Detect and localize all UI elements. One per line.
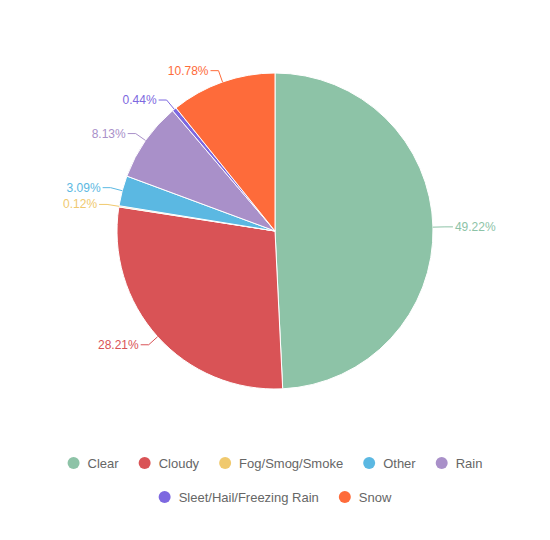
legend-marker [339,491,351,503]
data-label: 28.21% [98,338,139,352]
legend: Clear Cloudy Fog/Smog/Smoke Other Rain Sleet/… [68,456,483,505]
legend-marker [159,491,171,503]
pie-slice [176,73,275,231]
legend-label: Fog/Smog/Smoke [239,456,343,471]
data-label: 3.09% [67,181,101,195]
legend-item: Rain [436,456,483,471]
slices [117,73,433,389]
legend-item: Other [363,456,416,471]
leader-line [433,226,453,227]
leader-line [128,134,146,141]
legend-marker [363,457,375,469]
legend-marker [219,457,231,469]
legend-marker [68,457,80,469]
data-label: 49.22% [455,220,496,234]
chart-container: 49.22% 28.21% 0.12% 3.09% 8.13% 0.44% 10.78% Cl… [0,0,550,540]
legend-item: Sleet/Hail/Freezing Rain [159,490,319,505]
chart: 49.22% 28.21% 0.12% 3.09% 8.13% 0.44% 10.78% Cl… [0,0,550,540]
data-label: 8.13% [92,127,126,141]
leader-line [211,71,223,82]
leader-line [159,100,175,109]
legend-item: Cloudy [139,456,200,471]
data-label: 0.44% [123,93,157,107]
leader-line [99,204,119,206]
legend-marker [139,457,151,469]
legend-marker [436,457,448,469]
legend-label: Clear [88,456,120,471]
data-labels: 49.22% 28.21% 0.12% 3.09% 8.13% 0.44% 10.78% [63,64,496,352]
legend-item: Snow [339,490,392,505]
pie-slice [275,73,433,389]
legend-label: Other [383,456,416,471]
legend-label: Rain [456,456,483,471]
leader-line [141,337,158,345]
pie-slice [117,207,283,389]
legend-label: Cloudy [159,456,200,471]
legend-item: Clear [68,456,120,471]
leader-line [103,188,123,191]
data-label: 0.12% [63,197,97,211]
legend-label: Snow [359,490,392,505]
data-label: 10.78% [168,64,209,78]
legend-label: Sleet/Hail/Freezing Rain [179,490,319,505]
background [0,0,550,540]
legend-item: Fog/Smog/Smoke [219,456,343,471]
